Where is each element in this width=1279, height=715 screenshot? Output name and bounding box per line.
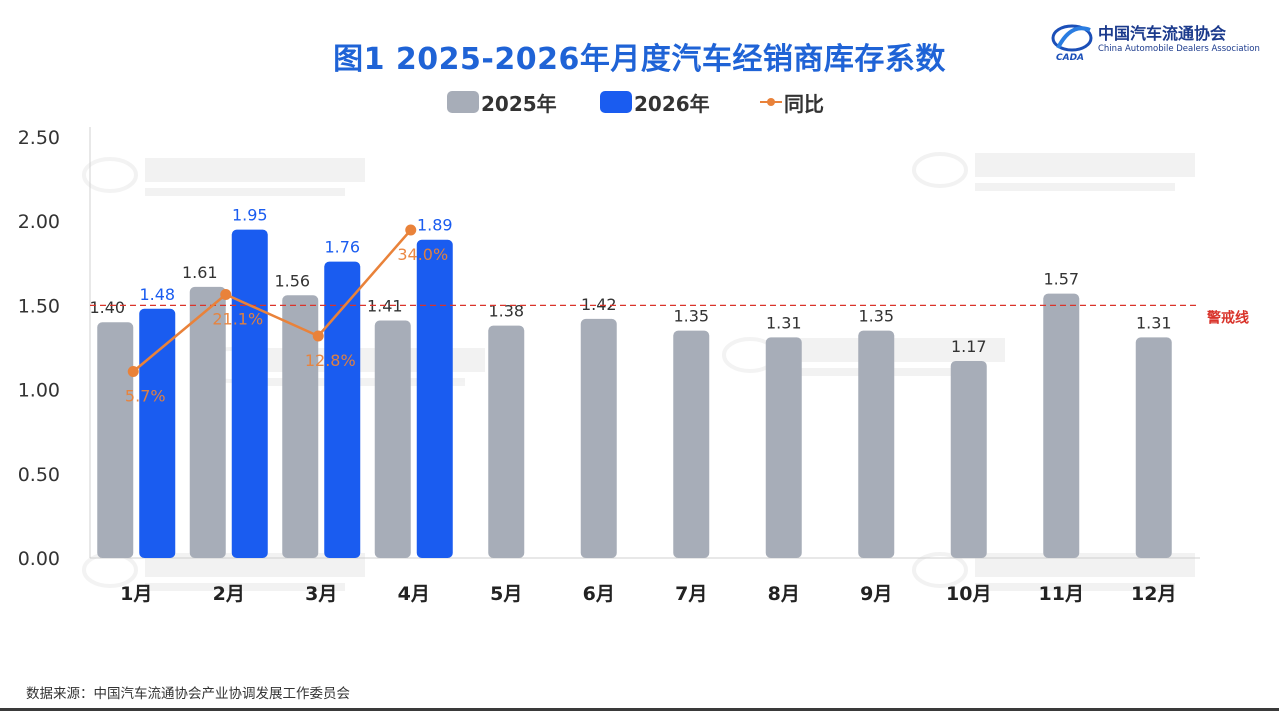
x-tick-label: 5月	[490, 583, 522, 605]
yoy-point	[405, 224, 417, 236]
chart-legend: 2025年 2026年 同比	[0, 90, 1279, 116]
x-tick-label: 6月	[583, 583, 615, 605]
x-tick-label: 2月	[213, 583, 245, 605]
bar-2025	[580, 318, 617, 558]
bar-label-2025: 1.56	[274, 271, 310, 290]
logo-name-cn: 中国汽车流通协会	[1098, 24, 1227, 43]
bar-2025	[374, 320, 411, 558]
x-tick-label: 12月	[1131, 583, 1176, 605]
y-tick-label: 2.50	[18, 127, 60, 149]
legend-swatch-2026	[600, 91, 632, 113]
legend-item-2026[interactable]: 2026年	[600, 90, 710, 116]
yoy-label: 12.8%	[305, 351, 356, 370]
x-tick-label: 1月	[120, 583, 152, 605]
y-tick-label: 2.00	[18, 211, 60, 233]
bar-label-2025: 1.31	[766, 313, 802, 332]
data-source-note: 数据来源：中国汽车流通协会产业协调发展工作委员会	[26, 686, 350, 702]
legend-item-2025[interactable]: 2025年	[447, 90, 557, 116]
bar-label-2026: 1.89	[417, 216, 453, 235]
bar-label-2025: 1.42	[581, 295, 617, 314]
bar-label-2026: 1.48	[139, 285, 175, 304]
y-tick-label: 0.00	[18, 548, 60, 570]
yoy-label: 34.0%	[397, 245, 448, 264]
legend-swatch-yoy	[760, 91, 782, 113]
bar-label-2025: 1.57	[1043, 270, 1079, 289]
bar-label-2025: 1.17	[951, 337, 987, 356]
bar-2026	[139, 308, 176, 558]
bar-2025	[765, 337, 802, 558]
legend-label-yoy: 同比	[784, 91, 824, 116]
y-tick-label: 1.00	[18, 380, 60, 402]
bar-2025	[97, 322, 134, 558]
bar-2026	[231, 229, 268, 558]
x-tick-label: 7月	[675, 583, 707, 605]
bar-label-2025: 1.38	[488, 302, 524, 321]
x-tick-label: 11月	[1039, 583, 1084, 605]
cada-logo: CADA 中国汽车流通协会 China Automobile Dealers A…	[1050, 18, 1265, 66]
chart-title: 图1 2025-2026年月度汽车经销商库存系数	[333, 42, 946, 77]
yoy-point	[127, 366, 139, 377]
bar-2025	[488, 325, 525, 558]
bar-2025	[1135, 337, 1172, 558]
bar-label-2026: 1.95	[232, 206, 268, 225]
bar-2025	[189, 286, 226, 558]
x-tick-label: 10月	[946, 583, 991, 605]
bar-2026	[416, 239, 453, 558]
legend-item-yoy[interactable]: 同比	[760, 90, 824, 116]
y-tick-label: 1.50	[18, 295, 60, 317]
watermark-icon	[912, 152, 1195, 191]
yoy-line	[132, 229, 412, 373]
bottom-divider	[0, 708, 1279, 711]
x-tick-label: 3月	[305, 583, 337, 605]
bar-label-2025: 1.40	[89, 298, 125, 317]
warning-line-label: 警戒线	[1207, 309, 1249, 326]
yoy-point	[220, 289, 232, 300]
bar-label-2025: 1.41	[367, 297, 403, 316]
bar-2025	[1043, 293, 1080, 558]
bar-label-2026: 1.76	[324, 238, 360, 257]
bar-2025	[282, 295, 319, 558]
logo-mark-text: CADA	[1056, 53, 1084, 63]
bar-label-2025: 1.31	[1136, 313, 1172, 332]
x-tick-label: 9月	[860, 583, 892, 605]
yoy-label: 5.7%	[125, 387, 166, 406]
x-tick-label: 8月	[768, 583, 800, 605]
yoy-label: 21.1%	[212, 310, 263, 329]
yoy-point	[312, 330, 324, 342]
legend-label-2026: 2026年	[634, 91, 710, 116]
y-tick-label: 0.50	[18, 464, 60, 486]
bar-label-2025: 1.35	[858, 307, 894, 326]
bar-2025	[858, 330, 895, 558]
legend-swatch-2025	[447, 91, 479, 113]
bar-2025	[950, 360, 987, 558]
bar-2026	[324, 261, 361, 558]
legend-label-2025: 2025年	[481, 91, 557, 116]
cada-emblem-icon: CADA	[1051, 24, 1093, 63]
logo-name-en: China Automobile Dealers Association	[1098, 44, 1260, 54]
bar-2025	[673, 330, 710, 558]
watermark-icon	[82, 157, 365, 196]
bar-label-2025: 1.35	[673, 307, 709, 326]
x-tick-label: 4月	[398, 583, 430, 605]
bar-label-2025: 1.61	[182, 263, 218, 282]
